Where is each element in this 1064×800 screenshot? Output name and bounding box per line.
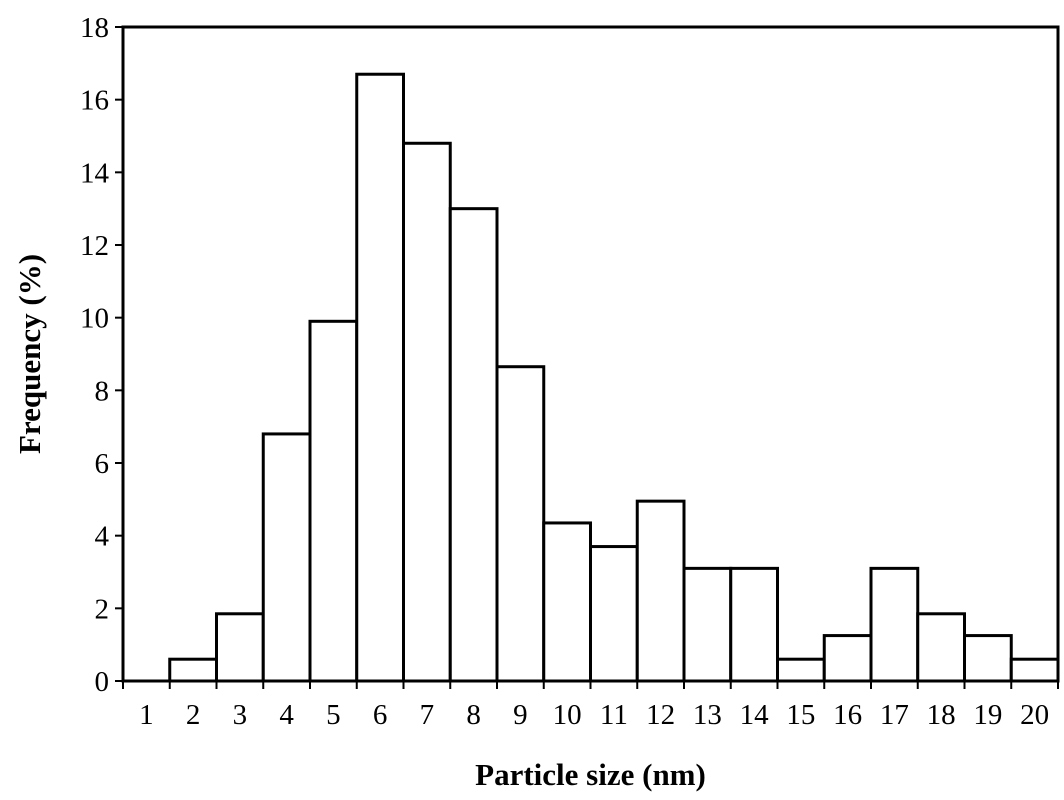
x-tick-label: 14	[740, 699, 770, 731]
y-tick-label: 4	[95, 521, 110, 553]
y-tick-label: 6	[95, 448, 110, 480]
x-tick-label: 3	[233, 699, 248, 731]
bar-20	[1009, 657, 1060, 683]
bars-group	[168, 72, 1060, 683]
x-tick-label: 12	[646, 699, 675, 731]
x-tick-label: 17	[880, 699, 909, 731]
x-tick-label: 13	[693, 699, 722, 731]
bar-16	[822, 634, 873, 683]
y-tick-label: 14	[80, 157, 110, 189]
plot-frame	[121, 25, 1060, 683]
bar-3	[215, 612, 265, 683]
bar-17	[869, 566, 920, 683]
x-tick-label: 16	[833, 699, 862, 731]
x-tick-label: 1	[139, 699, 154, 731]
x-tick-label: 8	[466, 699, 481, 731]
bar-12	[635, 499, 686, 683]
x-axis-title: Particle size (nm)	[475, 757, 706, 792]
x-tick-label: 4	[279, 699, 294, 731]
bar-15	[776, 657, 826, 683]
bar-2	[168, 657, 218, 683]
x-tick-label: 6	[373, 699, 388, 731]
x-tick-label: 19	[973, 699, 1002, 731]
x-tick-label: 7	[420, 699, 435, 731]
y-tick-label: 0	[95, 666, 110, 698]
bar-13	[682, 566, 733, 683]
bar-4	[261, 432, 312, 683]
y-axis: 0 2 4 6 8 10 12 14 16 18	[80, 12, 123, 698]
bar-18	[916, 612, 966, 683]
bar-8	[448, 207, 499, 683]
bar-9	[495, 365, 546, 683]
x-tick-label: 5	[326, 699, 341, 731]
y-tick-label: 12	[80, 230, 109, 262]
bar-5	[308, 319, 359, 683]
y-tick-label: 16	[80, 85, 109, 117]
x-tick-label: 10	[553, 699, 582, 731]
bar-11	[589, 545, 639, 683]
bar-10	[542, 521, 592, 683]
x-tick-label: 9	[513, 699, 528, 731]
bar-7	[402, 141, 452, 683]
x-tick-label: 20	[1020, 699, 1049, 731]
bar-14	[729, 566, 779, 683]
y-tick-label: 2	[95, 593, 110, 625]
y-axis-title: Frequency (%)	[12, 254, 47, 454]
bar-19	[963, 634, 1013, 683]
y-tick-label: 8	[95, 375, 110, 407]
x-tick-label: 18	[927, 699, 956, 731]
y-tick-label: 18	[80, 12, 109, 44]
x-tick-label: 11	[600, 699, 628, 731]
x-tick-label: 2	[186, 699, 201, 731]
bar-6	[355, 72, 405, 683]
x-tick-label: 15	[786, 699, 815, 731]
x-axis: 1 2 3 4 5 6 7 8 9 10 11 12 13 14 15 16 17 18 19 20	[122, 681, 1059, 731]
y-tick-label: 10	[80, 303, 109, 335]
